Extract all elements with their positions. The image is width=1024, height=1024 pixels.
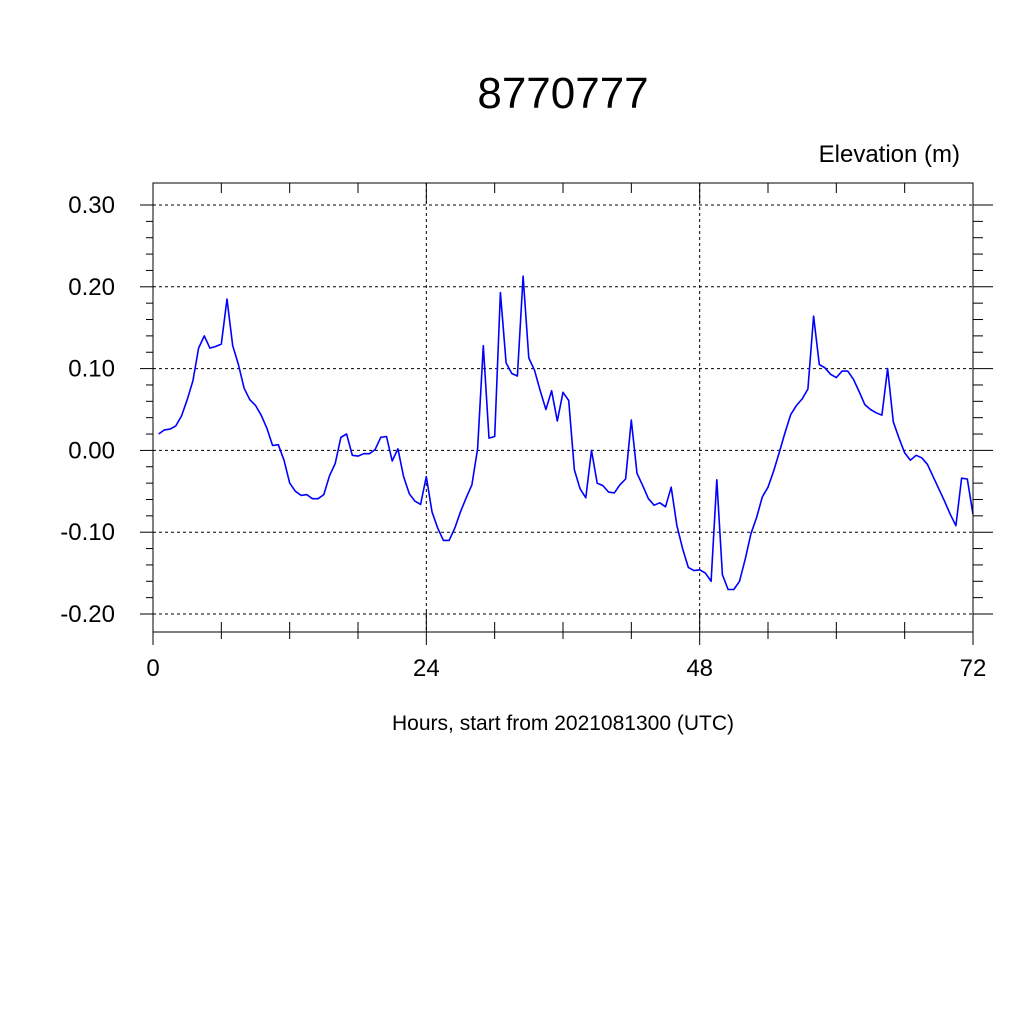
y-tick-label: -0.20	[60, 601, 115, 628]
x-tick-label: 24	[413, 655, 440, 682]
y-tick-labels: -0.20 -0.10 0.00 0.10 0.20 0.30	[60, 192, 115, 628]
chart-title: 8770777	[477, 69, 648, 118]
x-tick-label: 0	[146, 655, 159, 682]
y-tick-label: 0.30	[68, 192, 115, 219]
y-axis-label: Elevation (m)	[819, 141, 960, 168]
minor-ticks	[146, 183, 983, 639]
x-axis-label: Hours, start from 2021081300 (UTC)	[392, 712, 734, 735]
y-tick-label: 0.20	[68, 274, 115, 301]
series-line	[158, 275, 974, 591]
y-tick-label: 0.10	[68, 356, 115, 383]
grid-lines	[153, 183, 973, 632]
plot-frame	[152, 182, 974, 633]
y-tick-label: -0.10	[60, 519, 115, 546]
x-tick-label: 72	[960, 655, 987, 682]
x-tick-label: 48	[686, 655, 713, 682]
x-tick-labels: 0 24 48 72	[146, 655, 986, 682]
major-ticks	[140, 183, 993, 645]
y-tick-label: 0.00	[68, 437, 115, 464]
